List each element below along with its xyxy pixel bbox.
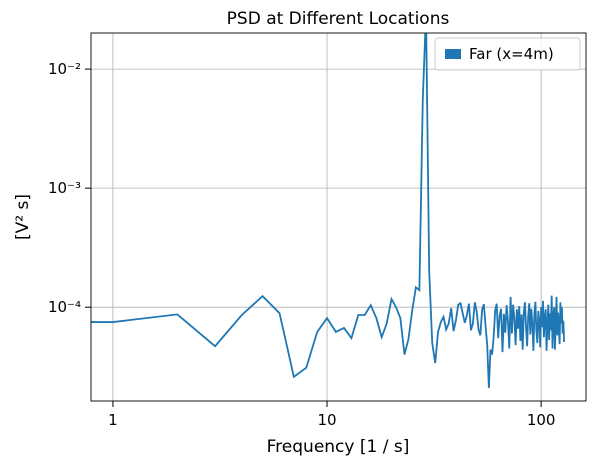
plot-area	[91, 33, 565, 388]
x-tick-label: 1	[108, 411, 118, 429]
legend-box	[434, 37, 581, 71]
x-tick-label: 100	[527, 411, 556, 429]
x-axis-label: Frequency [1 / s]	[267, 437, 410, 457]
y-axis-label: [V² s]	[13, 194, 33, 240]
legend-swatch	[445, 49, 461, 59]
y-tick-label: 10⁻³	[48, 179, 81, 197]
chart-title: PSD at Different Locations	[227, 9, 450, 29]
y-tick-label: 10⁻²	[48, 60, 81, 78]
y-tick-label: 10⁻⁴	[48, 298, 81, 316]
data-line	[91, 33, 565, 388]
x-tick-label: 10	[317, 411, 336, 429]
legend-label: Far (x=4m)	[469, 45, 554, 63]
plot-frame	[90, 32, 587, 402]
